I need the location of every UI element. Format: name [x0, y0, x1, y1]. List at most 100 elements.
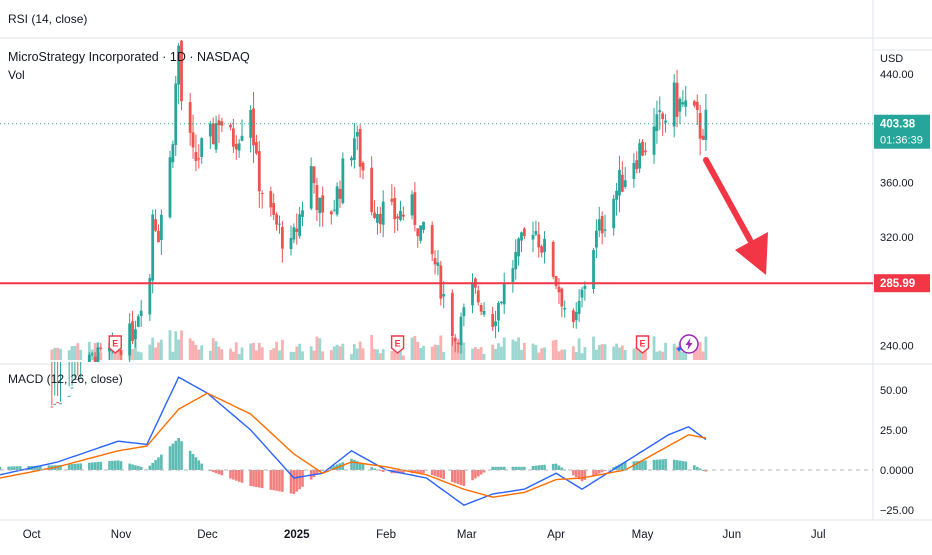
candle-body [108, 348, 111, 352]
candle-body [269, 191, 273, 208]
current-price-value: 403.38 [880, 119, 916, 131]
candle-body [376, 213, 379, 223]
candle-body [574, 312, 578, 321]
candle-body [70, 387, 74, 389]
histogram-bar [577, 470, 581, 480]
earnings-marker[interactable]: E [108, 335, 122, 354]
candle-body [620, 174, 624, 192]
rsi-legend[interactable]: RSI (14, close) [8, 12, 87, 26]
volume-bar [99, 352, 103, 360]
histogram-bar [442, 470, 446, 480]
volume-bar [211, 338, 215, 360]
candle-body [332, 209, 336, 211]
earnings-letter: E [112, 339, 118, 349]
volume-bar [681, 351, 685, 360]
histogram-bar [551, 463, 555, 470]
volume-bar [93, 343, 97, 360]
volume-bar [511, 339, 515, 360]
arrow-head-icon [735, 232, 768, 275]
currency-label[interactable]: USD [880, 53, 903, 65]
macd-legend[interactable]: MACD (12, 26, close) [8, 372, 123, 386]
candle-body [436, 262, 440, 266]
volume-bar [298, 343, 302, 360]
candle-body [471, 282, 474, 306]
candle-body [131, 321, 134, 342]
arrow-annotation[interactable] [703, 157, 768, 275]
macd-axis[interactable]: 50.00 25.00 0.0000 −25.00 [880, 385, 914, 517]
earnings-marker[interactable]: E [635, 335, 650, 354]
histogram-bar [638, 460, 641, 470]
volume-bar [318, 338, 322, 360]
symbol-title[interactable]: MicroStrategy Incorporated · 1D · NASDAQ [8, 50, 250, 64]
volume-legend[interactable]: Vol [8, 68, 25, 82]
histogram-bar [160, 454, 163, 470]
candle-body [612, 198, 616, 229]
histogram-bar [413, 470, 417, 474]
volume-bar [641, 350, 644, 360]
histogram-bar [537, 465, 541, 470]
volume-bar [240, 347, 244, 360]
histogram-bar [260, 470, 264, 489]
volume-bar [439, 335, 443, 360]
candle-body [462, 307, 466, 317]
price-axis[interactable]: USD 440.00 360.00 320.00 240.00 [880, 53, 914, 353]
histogram-bar [134, 465, 137, 470]
macd-tick: 25.00 [880, 425, 908, 437]
histogram-bar [479, 470, 483, 475]
candle-body [197, 158, 201, 160]
candle-body [73, 379, 77, 381]
histogram-bar [439, 470, 443, 479]
candle-body [511, 268, 515, 282]
candle-body [413, 192, 417, 225]
candle-body [312, 166, 316, 184]
volume-bar [231, 351, 235, 360]
lightning-event-icon[interactable] [679, 334, 699, 354]
histogram-bar [128, 463, 131, 470]
volume-bar [315, 336, 319, 360]
histogram-bar [171, 443, 175, 470]
histogram-bar [618, 464, 621, 470]
candle-body [704, 109, 708, 141]
volume-bar [476, 348, 480, 360]
time-axis[interactable]: Oct Nov Dec 2025 Feb Mar Apr May Jun Jul [23, 529, 826, 541]
candle-body [540, 246, 544, 253]
histogram-bar [563, 469, 567, 471]
histogram-bar [209, 470, 212, 472]
candle-body [260, 193, 264, 195]
volume-bar [90, 349, 94, 360]
macd-line [0, 376, 707, 506]
candle-body [658, 110, 662, 113]
volume-bar [531, 343, 535, 360]
candle-body [517, 238, 521, 257]
histogram-bar [188, 450, 192, 470]
histogram-bar [583, 470, 587, 480]
volume-bar [119, 352, 123, 360]
volume-bar [87, 341, 91, 360]
volume-bar [358, 341, 362, 360]
macd-lines [0, 376, 707, 506]
volume-bar [177, 339, 181, 360]
candle-body [177, 45, 181, 85]
volume-bar [635, 346, 639, 360]
candle-body [352, 138, 356, 160]
volume-bar [220, 349, 224, 360]
candle-body [497, 302, 500, 321]
histogram-bar [278, 470, 281, 492]
volume-bar [399, 347, 402, 360]
macd-tick: −25.00 [880, 505, 914, 517]
time-tick: Oct [23, 529, 42, 541]
histogram-bar [76, 463, 80, 470]
candle-body [90, 353, 94, 355]
histogram-bar [237, 470, 241, 482]
candle-body [450, 292, 454, 337]
candle-body [381, 201, 385, 225]
volume-bar [301, 351, 304, 360]
candle-body [134, 329, 137, 340]
earnings-marker[interactable]: E [390, 335, 405, 354]
volume-bar [643, 348, 647, 360]
volume-bar [295, 346, 299, 360]
volume-bar [557, 351, 561, 360]
volume-bar [373, 349, 376, 360]
volume-bar [422, 345, 425, 360]
